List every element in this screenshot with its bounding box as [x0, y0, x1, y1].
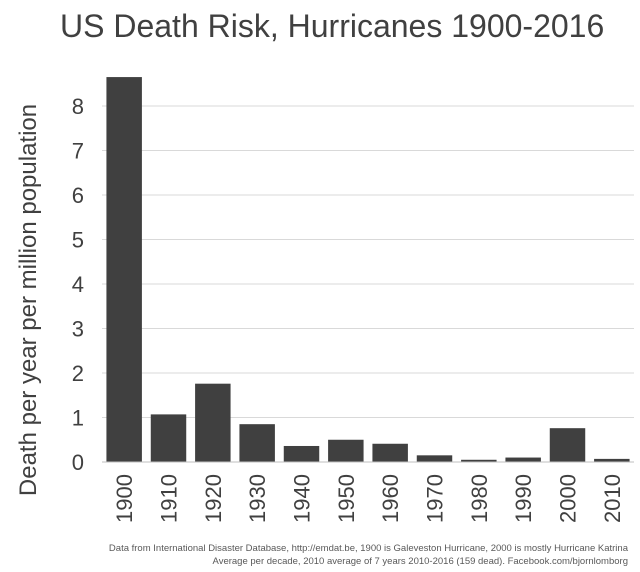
y-tick-label: 0 [72, 450, 84, 475]
y-tick-label: 4 [72, 272, 84, 297]
y-tick-labels: 0 1 2 3 4 5 6 7 8 [72, 94, 84, 475]
y-tick-label: 2 [72, 361, 84, 386]
footnote-note: Average per decade, 2010 average of 7 ye… [212, 556, 628, 567]
bar-2010 [594, 458, 630, 462]
bar-1900 [106, 77, 142, 462]
bar-1910 [150, 414, 187, 462]
x-tick-label: 1920 [201, 474, 226, 523]
bar-1920 [195, 383, 231, 462]
bars [106, 77, 630, 462]
x-tick-label: 1900 [112, 474, 137, 523]
bar-1960 [372, 443, 408, 462]
y-tick-label: 6 [72, 183, 84, 208]
x-tick-label: 1910 [157, 474, 182, 523]
y-tick-label: 1 [72, 406, 84, 431]
y-tick-label: 7 [72, 139, 84, 164]
x-tick-label: 1940 [290, 474, 315, 523]
bar-1930 [239, 424, 275, 462]
bar-1950 [328, 439, 364, 462]
chart-title: US Death Risk, Hurricanes 1900-2016 [60, 8, 605, 44]
x-tick-label: 1990 [511, 474, 536, 523]
y-tick-label: 8 [72, 94, 84, 119]
x-tick-labels: 1900 1910 1920 1930 1940 1950 1960 1970 1980 1990… [112, 474, 625, 523]
x-tick-label: 1970 [423, 474, 448, 523]
y-axis-label: Death per year per million population [15, 104, 42, 496]
x-tick-label: 1930 [245, 474, 270, 523]
bar-1940 [283, 445, 320, 462]
bar-2000 [549, 428, 586, 462]
x-tick-label: 1980 [467, 474, 492, 523]
x-tick-label: 2000 [556, 474, 581, 523]
footnote-source: Data from International Disaster Databas… [108, 543, 628, 554]
y-tick-label: 5 [72, 228, 84, 253]
bar-1990 [505, 457, 541, 462]
x-tick-label: 1950 [334, 474, 359, 523]
x-tick-label: 2010 [600, 474, 625, 523]
bar-1970 [416, 455, 453, 462]
x-tick-label: 1960 [378, 474, 403, 523]
bar-1980 [461, 459, 497, 462]
y-tick-label: 3 [72, 317, 84, 342]
gridlines [102, 105, 634, 418]
